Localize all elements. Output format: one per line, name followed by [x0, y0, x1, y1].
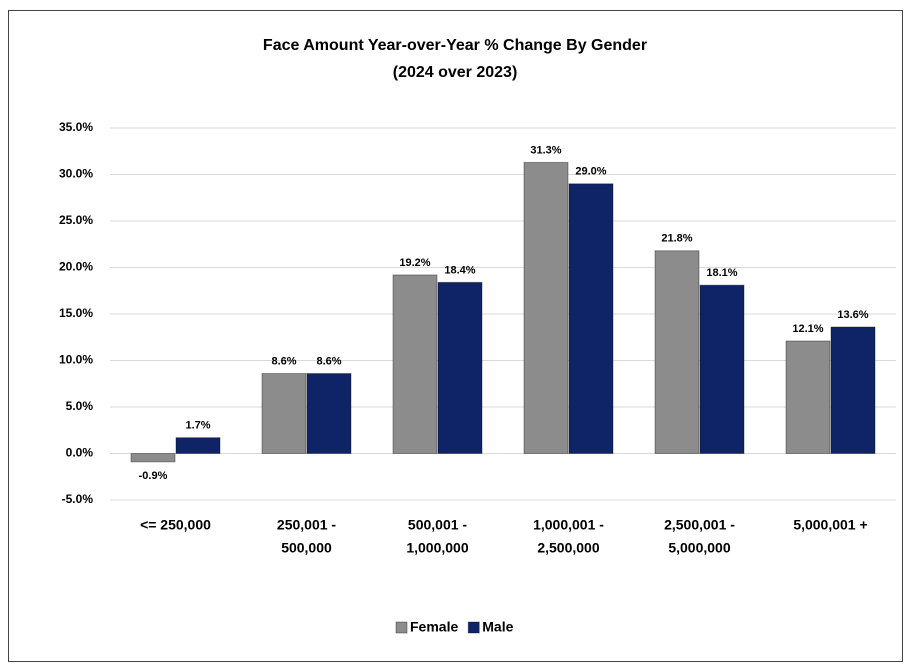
y-tick-label: 25.0%: [59, 213, 93, 227]
x-tick-label: 2,500,000: [537, 540, 599, 556]
data-label: 1.7%: [185, 420, 210, 432]
data-label: 8.6%: [271, 355, 296, 367]
bar: [175, 437, 221, 455]
y-tick-label: 30.0%: [59, 167, 93, 181]
chart-title: Face Amount Year-over-Year % Change By G…: [263, 37, 647, 54]
data-label: 18.1%: [706, 267, 737, 279]
x-tick-label: 5,000,000: [668, 540, 730, 556]
x-tick-label: 1,000,001 -: [533, 517, 604, 533]
y-tick-label: 20.0%: [59, 260, 93, 274]
data-label: 31.3%: [530, 144, 561, 156]
data-label: -0.9%: [139, 470, 168, 482]
bar: [392, 274, 438, 454]
bar: [568, 183, 614, 455]
legend-label: Male: [482, 619, 513, 635]
bar: [523, 161, 569, 454]
data-label: 18.4%: [444, 264, 475, 276]
x-tick-label: 500,000: [281, 540, 332, 556]
x-tick-label: <= 250,000: [140, 517, 211, 533]
bar: [654, 250, 700, 454]
bar: [130, 453, 176, 463]
data-label: 21.8%: [661, 233, 692, 245]
legend-swatch: [395, 621, 408, 634]
data-label: 12.1%: [792, 323, 823, 335]
bar: [261, 373, 307, 454]
legend-label: Female: [410, 619, 458, 635]
y-tick-label: 35.0%: [59, 120, 93, 134]
y-tick-label: 0.0%: [66, 446, 94, 460]
bar: [785, 340, 831, 454]
x-tick-label: 2,500,001 -: [664, 517, 735, 533]
bar: [699, 284, 745, 455]
y-tick-label: -5.0%: [62, 492, 94, 506]
data-label: 8.6%: [316, 355, 341, 367]
x-tick-label: 5,000,001 +: [793, 517, 867, 533]
y-tick-label: 15.0%: [59, 306, 93, 320]
data-label: 19.2%: [399, 257, 430, 269]
data-label: 29.0%: [575, 166, 606, 178]
bar: [830, 326, 876, 454]
legend-swatch: [467, 621, 480, 634]
bar: [306, 373, 352, 454]
y-tick-label: 10.0%: [59, 353, 93, 367]
x-tick-label: 1,000,000: [406, 540, 468, 556]
data-label: 13.6%: [837, 309, 868, 321]
x-tick-label: 250,001 -: [277, 517, 336, 533]
chart-subtitle: (2024 over 2023): [393, 64, 518, 81]
y-tick-label: 5.0%: [66, 399, 94, 413]
bar: [437, 281, 483, 454]
x-tick-label: 500,001 -: [408, 517, 467, 533]
